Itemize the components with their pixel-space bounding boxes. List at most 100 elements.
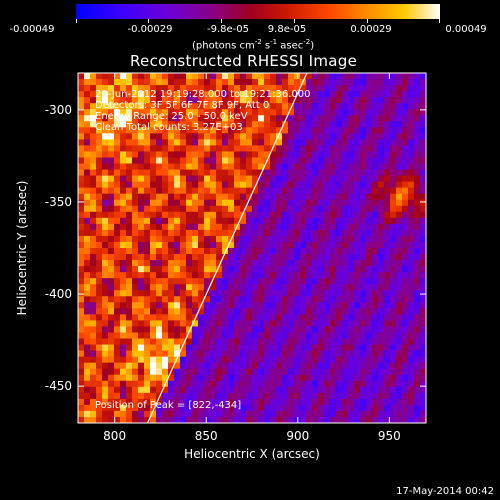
heatmap-cell: [324, 302, 331, 309]
heatmap-cell: [348, 320, 355, 328]
heatmap-cell: [330, 223, 337, 231]
heatmap-cell: [114, 326, 121, 334]
heatmap-cell: [114, 91, 121, 98]
heatmap-cell: [222, 416, 229, 423]
heatmap-cell: [102, 296, 109, 303]
heatmap-cell: [372, 350, 379, 358]
heatmap-cell: [294, 392, 301, 400]
heatmap-cell: [186, 229, 193, 237]
heatmap-cell: [216, 121, 223, 128]
heatmap-cell: [204, 73, 211, 80]
heatmap-cell: [84, 127, 91, 134]
heatmap-cell: [408, 115, 415, 122]
heatmap-cell: [180, 278, 187, 285]
heatmap-cell: [198, 248, 205, 255]
heatmap-cell: [366, 175, 373, 183]
heatmap-cell: [420, 296, 426, 303]
heatmap-cell: [138, 386, 145, 394]
heatmap-cell: [78, 181, 85, 189]
heatmap-cell: [204, 260, 211, 267]
heatmap-cell: [384, 193, 391, 201]
heatmap-cell: [240, 223, 247, 231]
heatmap-cell: [234, 181, 241, 189]
heatmap-cell: [312, 260, 319, 267]
heatmap-cell: [186, 254, 193, 261]
heatmap-cell: [306, 157, 313, 165]
heatmap-cell: [360, 356, 367, 364]
heatmap-cell: [348, 211, 355, 219]
heatmap-cell: [216, 187, 223, 195]
heatmap-cell: [324, 410, 331, 418]
heatmap-cell: [318, 211, 325, 219]
heatmap-cell: [312, 314, 319, 322]
heatmap-cell: [240, 308, 247, 315]
heatmap-cell: [234, 79, 241, 86]
heatmap-cell: [402, 217, 409, 225]
heatmap-cell: [348, 97, 355, 104]
heatmap-cell: [102, 127, 109, 134]
heatmap-cell: [192, 332, 199, 340]
heatmap-cell: [78, 410, 85, 418]
heatmap-cell: [294, 380, 301, 388]
heatmap-cell: [96, 320, 103, 328]
heatmap-cell: [204, 350, 211, 358]
heatmap-cell: [390, 326, 397, 334]
heatmap-cell: [330, 241, 337, 249]
heatmap-cell: [390, 175, 397, 183]
heatmap-cell: [312, 356, 319, 364]
heatmap-cell: [228, 205, 235, 213]
heatmap-cell: [288, 272, 295, 279]
heatmap-cell: [378, 103, 385, 110]
heatmap-cell: [96, 199, 103, 207]
heatmap-cell: [360, 362, 367, 370]
heatmap-cell: [222, 187, 229, 195]
heatmap-cell: [414, 133, 421, 140]
heatmap-cell: [120, 338, 127, 346]
heatmap-cell: [342, 362, 349, 370]
heatmap-cell: [384, 374, 391, 382]
heatmap-cell: [156, 121, 163, 128]
heatmap-cell: [162, 205, 169, 213]
heatmap-cell: [258, 235, 265, 243]
heatmap-cell: [156, 302, 163, 309]
heatmap-cell: [162, 332, 169, 340]
heatmap-cell: [210, 241, 217, 249]
heatmap-cell: [276, 145, 283, 153]
heatmap-cell: [348, 241, 355, 249]
heatmap-cell: [156, 284, 163, 291]
heatmap-cell: [300, 127, 307, 134]
heatmap-cell: [204, 272, 211, 279]
heatmap-cell: [396, 79, 403, 86]
heatmap-cell: [198, 398, 205, 406]
heatmap-cell: [354, 229, 361, 237]
heatmap-cell: [294, 290, 301, 297]
heatmap-cell: [318, 296, 325, 303]
heatmap-cell: [336, 326, 343, 334]
heatmap-cell: [276, 320, 283, 328]
heatmap-cell: [108, 314, 115, 322]
heatmap-cell: [138, 169, 145, 177]
heatmap-cell: [126, 85, 133, 92]
heatmap-cell: [264, 284, 271, 291]
heatmap-cell: [120, 157, 127, 165]
heatmap-cell: [420, 248, 426, 255]
heatmap-cell: [300, 356, 307, 364]
heatmap-cell: [270, 254, 277, 261]
heatmap-cell: [144, 290, 151, 297]
heatmap-cell: [252, 398, 259, 406]
heatmap-cell: [156, 205, 163, 213]
heatmap-cell: [390, 121, 397, 128]
heatmap-cell: [288, 85, 295, 92]
heatmap-cell: [318, 169, 325, 177]
heatmap-cell: [120, 181, 127, 189]
heatmap-cell: [198, 211, 205, 219]
heatmap-cell: [330, 193, 337, 201]
heatmap-cell: [84, 314, 91, 322]
heatmap-cell: [126, 235, 133, 243]
heatmap-cell: [330, 181, 337, 189]
heatmap-cell: [378, 416, 385, 423]
heatmap-cell: [366, 205, 373, 213]
heatmap-cell: [336, 332, 343, 340]
heatmap-cell: [138, 163, 145, 171]
heatmap-cell: [252, 290, 259, 297]
